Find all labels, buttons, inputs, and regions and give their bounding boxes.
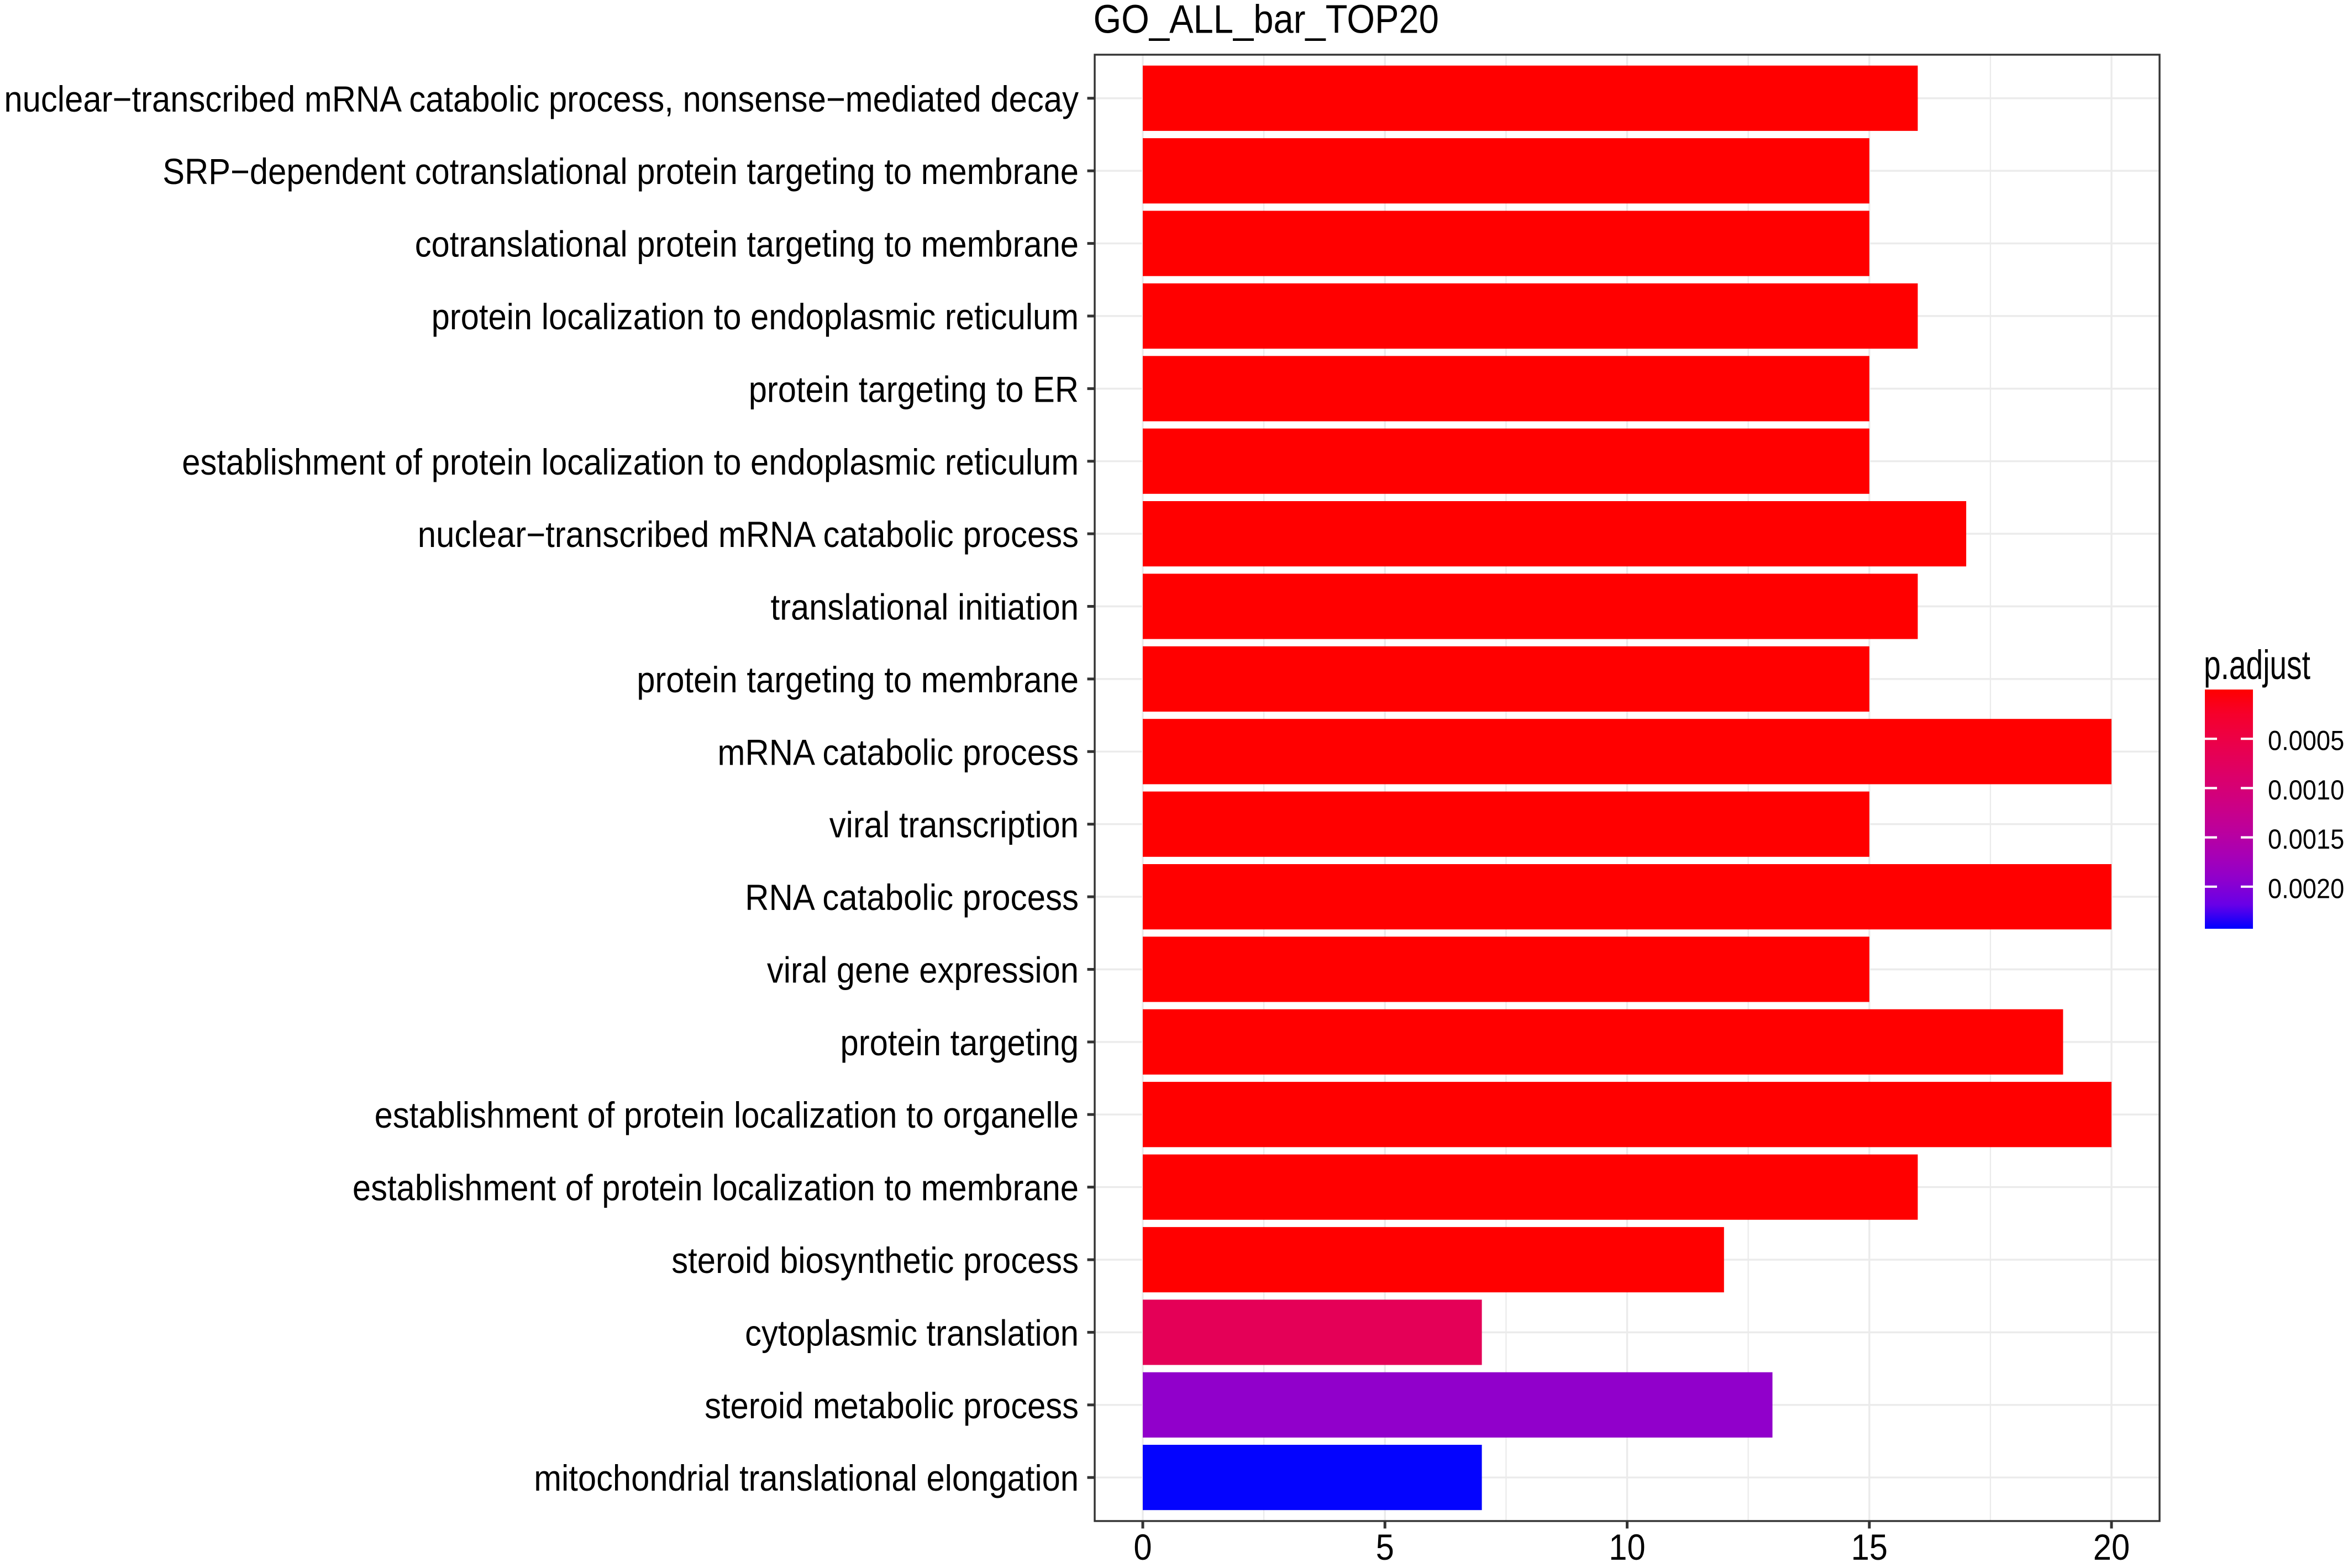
- svg-text:0: 0: [1133, 1527, 1152, 1565]
- svg-text:p.adjust: p.adjust: [2204, 642, 2310, 688]
- svg-text:establishment of protein local: establishment of protein localization to…: [353, 1167, 1079, 1208]
- svg-text:steroid metabolic process: steroid metabolic process: [705, 1385, 1079, 1426]
- svg-text:cotranslational protein target: cotranslational protein targeting to mem…: [415, 224, 1079, 265]
- svg-text:protein targeting to membrane: protein targeting to membrane: [637, 659, 1079, 700]
- svg-text:0.0015: 0.0015: [2268, 824, 2344, 855]
- svg-text:steroid biosynthetic process: steroid biosynthetic process: [671, 1240, 1079, 1281]
- svg-text:establishment of protein local: establishment of protein localization to…: [182, 441, 1079, 482]
- svg-text:nuclear−transcribed mRNA catab: nuclear−transcribed mRNA catabolic proce…: [4, 78, 1079, 119]
- svg-text:mitochondrial translational el: mitochondrial translational elongation: [534, 1457, 1079, 1498]
- svg-text:0.0005: 0.0005: [2268, 725, 2344, 756]
- svg-text:mRNA catabolic process: mRNA catabolic process: [717, 732, 1079, 772]
- svg-text:0.0010: 0.0010: [2268, 775, 2344, 806]
- svg-text:protein targeting to ER: protein targeting to ER: [749, 369, 1079, 409]
- svg-text:nuclear−transcribed mRNA catab: nuclear−transcribed mRNA catabolic proce…: [418, 514, 1079, 555]
- svg-text:GO_ALL_bar_TOP20: GO_ALL_bar_TOP20: [1094, 0, 1439, 42]
- svg-text:RNA catabolic process: RNA catabolic process: [745, 877, 1079, 918]
- svg-text:establishment of protein local: establishment of protein localization to…: [375, 1095, 1079, 1135]
- svg-text:cytoplasmic translation: cytoplasmic translation: [745, 1312, 1079, 1353]
- svg-text:0.0020: 0.0020: [2268, 873, 2344, 904]
- svg-text:translational initiation: translational initiation: [771, 587, 1079, 628]
- svg-text:protein localization to endopl: protein localization to endoplasmic reti…: [432, 296, 1079, 337]
- svg-text:SRP−dependent cotranslational: SRP−dependent cotranslational protein ta…: [162, 151, 1079, 192]
- svg-text:15: 15: [1851, 1527, 1888, 1565]
- svg-text:viral transcription: viral transcription: [829, 804, 1079, 845]
- svg-text:viral gene expression: viral gene expression: [767, 950, 1079, 991]
- svg-text:5: 5: [1376, 1527, 1394, 1565]
- svg-text:20: 20: [2093, 1527, 2130, 1565]
- svg-text:10: 10: [1609, 1527, 1645, 1565]
- svg-text:protein targeting: protein targeting: [841, 1022, 1079, 1063]
